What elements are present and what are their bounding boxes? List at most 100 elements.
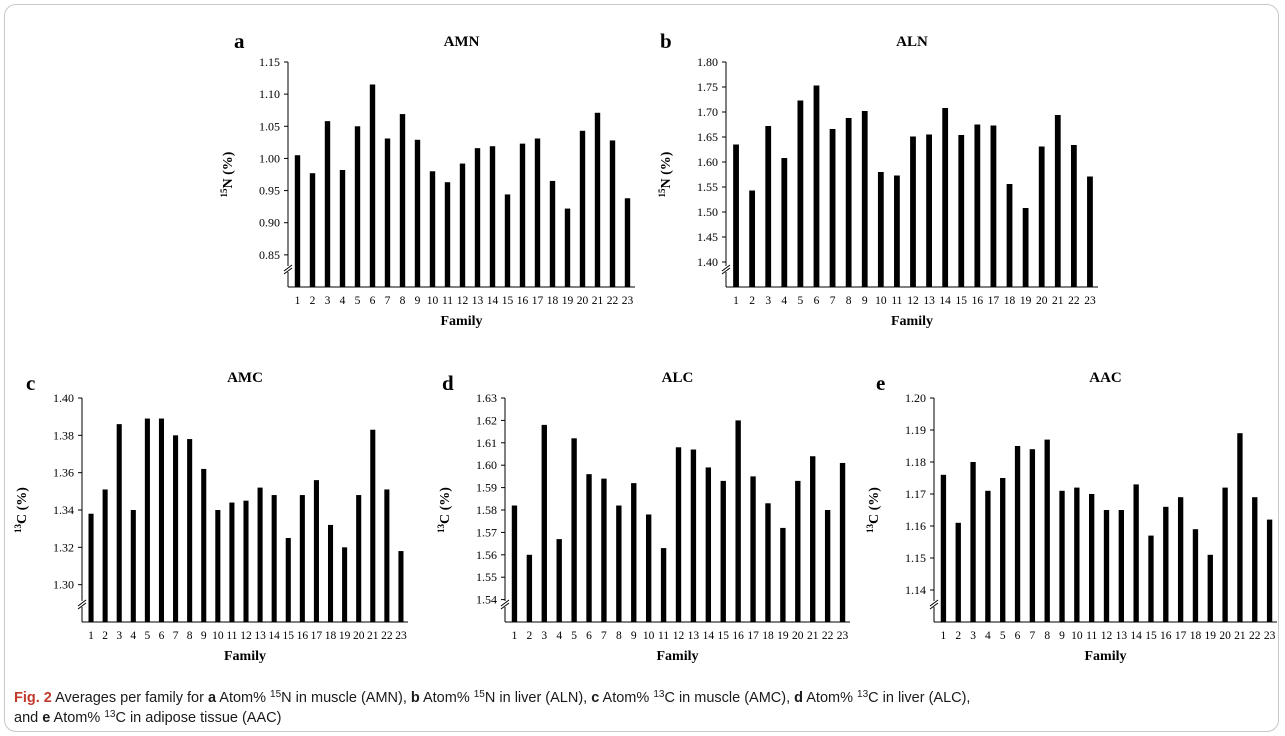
y-axis-label-main: N (%) <box>659 151 674 188</box>
bar <box>781 158 788 287</box>
y-tick-label: 1.65 <box>697 130 718 144</box>
panel-letter: d <box>442 371 454 395</box>
bar <box>356 495 362 622</box>
x-tick-label: 12 <box>457 295 469 307</box>
bar <box>384 489 390 622</box>
y-axis-label-main: C (%) <box>15 487 30 524</box>
x-tick-label: 8 <box>616 630 622 642</box>
x-tick-label: 11 <box>442 295 453 307</box>
caption-text: Atom% <box>216 690 271 706</box>
x-tick-label: 21 <box>807 630 819 642</box>
bar <box>985 490 991 622</box>
x-axis-label: Family <box>441 314 483 329</box>
bar <box>1207 554 1213 622</box>
x-tick-label: 7 <box>1029 630 1035 642</box>
bar <box>1177 497 1184 622</box>
x-tick-label: 15 <box>502 295 514 307</box>
bar <box>309 173 316 287</box>
x-tick-label: 19 <box>562 295 574 307</box>
x-tick-label: 4 <box>781 295 787 307</box>
axis-break-mark <box>500 602 510 610</box>
x-tick-label: 10 <box>1071 630 1083 642</box>
y-tick-label: 1.32 <box>53 540 74 554</box>
x-tick-label: 22 <box>607 295 619 307</box>
caption-sup: 13 <box>857 689 869 700</box>
bar <box>1054 115 1061 287</box>
x-tick-label: 7 <box>385 295 391 307</box>
x-tick-label: 14 <box>939 295 951 307</box>
y-tick-label: 1.14 <box>905 583 926 597</box>
axis-break-mark <box>929 599 939 607</box>
x-tick-label: 23 <box>395 630 407 642</box>
x-tick-label: 12 <box>907 295 919 307</box>
y-axis-label-sup: 13 <box>865 523 875 533</box>
x-axis-label: Family <box>224 649 266 664</box>
bar <box>429 171 436 287</box>
bar <box>926 134 932 287</box>
figure-caption: Fig. 2 Averages per family for a Atom% 1… <box>14 688 1269 728</box>
x-tick-label: 5 <box>571 630 577 642</box>
bar <box>1148 535 1154 622</box>
x-tick-label: 16 <box>517 295 529 307</box>
x-tick-label: 2 <box>749 295 755 307</box>
x-tick-label: 5 <box>145 630 151 642</box>
x-tick-label: 16 <box>297 630 309 642</box>
y-axis-label-main: C (%) <box>438 487 453 524</box>
bar <box>398 551 404 622</box>
bar <box>116 424 122 622</box>
caption-text: Atom% <box>599 690 654 706</box>
bar <box>829 129 836 287</box>
x-tick-label: 14 <box>268 630 280 642</box>
caption-sup: 13 <box>653 689 665 700</box>
y-tick-label: 1.55 <box>697 180 718 194</box>
y-axis-label-main: N (%) <box>221 151 236 188</box>
y-axis-label: 15N (%) <box>219 151 236 197</box>
chart-title: ALC <box>662 370 694 386</box>
axis-break-mark <box>721 264 731 272</box>
chart-title: AMC <box>227 370 263 386</box>
bar <box>940 474 947 622</box>
x-tick-label: 16 <box>1160 630 1172 642</box>
bar <box>1029 449 1036 622</box>
axis-break-gap <box>929 601 939 607</box>
bar <box>1059 490 1065 622</box>
bar <box>750 476 756 622</box>
y-tick-label: 0.95 <box>259 184 280 198</box>
bar <box>1087 176 1093 287</box>
x-tick-label: 4 <box>556 630 562 642</box>
caption-text: N in muscle (AMN), <box>281 690 411 706</box>
caption-panel-e: e <box>42 710 51 726</box>
caption-sup: 15 <box>473 689 485 700</box>
bar <box>894 175 900 287</box>
x-tick-label: 11 <box>226 630 237 642</box>
bar <box>813 85 820 287</box>
bar <box>845 118 852 287</box>
y-tick-label: 1.45 <box>697 230 718 244</box>
bar <box>1163 506 1169 622</box>
x-tick-label: 2 <box>955 630 961 642</box>
y-axis-label-sup: 13 <box>13 523 23 533</box>
x-tick-label: 18 <box>1004 295 1016 307</box>
x-tick-label: 13 <box>923 295 935 307</box>
x-tick-label: 3 <box>970 630 976 642</box>
x-tick-label: 6 <box>1015 630 1021 642</box>
x-tick-label: 11 <box>658 630 669 642</box>
x-tick-label: 1 <box>733 295 739 307</box>
caption-panel-c: c <box>591 690 600 706</box>
panel-letter: e <box>876 371 885 395</box>
x-tick-label: 19 <box>1205 630 1217 642</box>
bar <box>571 438 577 622</box>
x-tick-label: 12 <box>240 630 252 642</box>
x-tick-label: 22 <box>1068 295 1080 307</box>
caption-panel-b: b <box>410 690 420 706</box>
bar <box>313 480 319 622</box>
x-tick-label: 23 <box>837 630 849 642</box>
x-tick-label: 11 <box>1086 630 1097 642</box>
x-tick-label: 21 <box>1052 295 1064 307</box>
bar <box>733 144 739 287</box>
caption-panel-a: a <box>207 690 217 706</box>
x-tick-label: 5 <box>355 295 361 307</box>
bar <box>1252 497 1258 622</box>
x-tick-label: 1 <box>295 295 301 307</box>
